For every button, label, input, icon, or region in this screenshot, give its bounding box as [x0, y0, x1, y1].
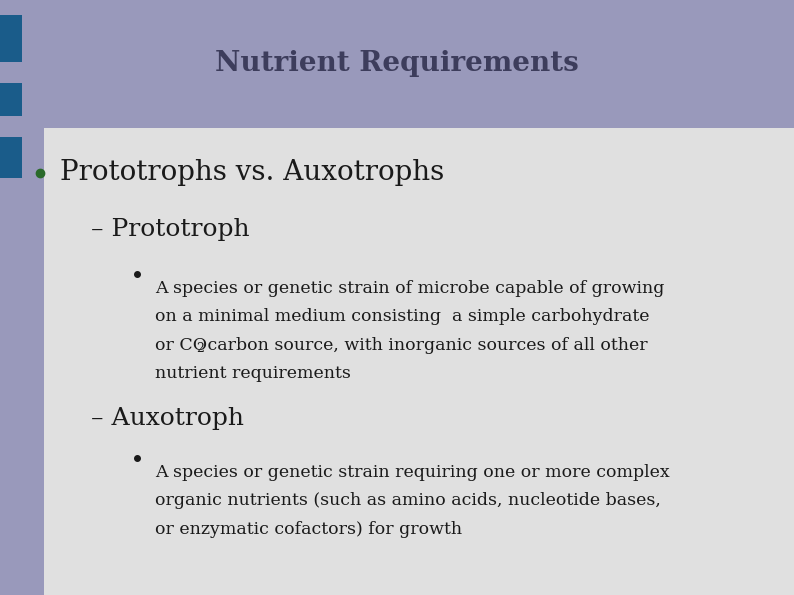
Text: – Auxotroph: – Auxotroph	[91, 408, 245, 430]
Text: 2: 2	[196, 342, 204, 355]
Bar	[0, 83, 22, 116]
Text: A species or genetic strain of microbe capable of growing: A species or genetic strain of microbe c…	[155, 280, 665, 297]
Text: – Prototroph: – Prototroph	[91, 218, 250, 240]
Text: Prototrophs vs. Auxotrophs: Prototrophs vs. Auxotrophs	[60, 159, 444, 186]
Bar	[0, 15, 22, 62]
Text: nutrient requirements: nutrient requirements	[155, 365, 351, 383]
Text: Nutrient Requirements: Nutrient Requirements	[215, 51, 579, 77]
Text: or enzymatic cofactors) for growth: or enzymatic cofactors) for growth	[155, 521, 462, 538]
Text: carbon source, with inorganic sources of all other: carbon source, with inorganic sources of…	[202, 337, 648, 354]
Bar	[0, 137, 22, 178]
Text: A species or genetic strain requiring one or more complex: A species or genetic strain requiring on…	[155, 464, 669, 481]
Bar	[44, 128, 794, 595]
Text: or CO: or CO	[155, 337, 207, 354]
Text: on a minimal medium consisting  a simple carbohydrate: on a minimal medium consisting a simple …	[155, 308, 649, 325]
Text: organic nutrients (such as amino acids, nucleotide bases,: organic nutrients (such as amino acids, …	[155, 492, 661, 509]
